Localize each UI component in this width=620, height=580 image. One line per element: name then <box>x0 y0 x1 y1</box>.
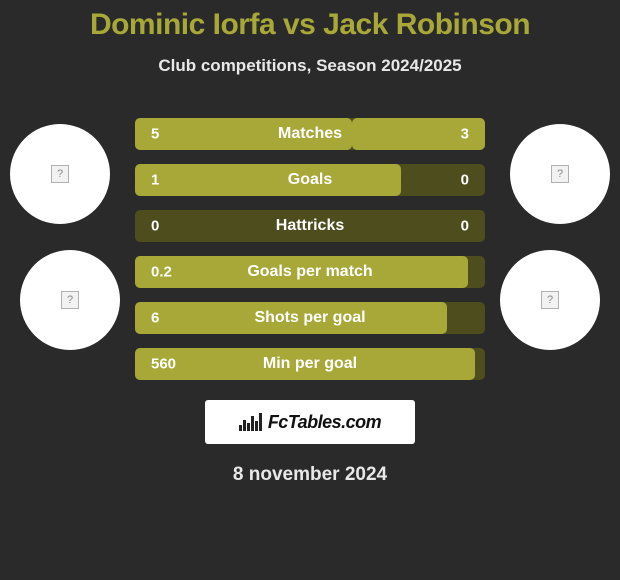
stat-value-left: 560 <box>151 356 176 373</box>
stat-metric-label: Min per goal <box>263 355 357 373</box>
stat-row: 6 Shots per goal <box>135 302 485 334</box>
stat-metric-label: Hattricks <box>276 217 344 235</box>
stat-value-right: 0 <box>461 218 469 235</box>
stat-value-right: 0 <box>461 172 469 189</box>
stat-metric-label: Shots per goal <box>254 309 365 327</box>
fctables-logo: FcTables.com <box>205 400 415 444</box>
logo-bars-icon <box>239 413 262 431</box>
stat-row: 560 Min per goal <box>135 348 485 380</box>
player-avatar-right-top: ? <box>510 124 610 224</box>
stat-value-left: 5 <box>151 126 159 143</box>
stats-rows: 5 Matches 3 1 Goals 0 0 Hattricks 0 0.2 Goals per … <box>135 118 485 380</box>
image-placeholder-icon: ? <box>61 291 79 309</box>
stat-metric-label: Goals per match <box>247 263 372 281</box>
comparison-title: Dominic Iorfa vs Jack Robinson <box>0 8 620 42</box>
player-avatar-left-top: ? <box>10 124 110 224</box>
stat-row: 5 Matches 3 <box>135 118 485 150</box>
stat-bar-left <box>135 164 401 196</box>
stat-row: 0 Hattricks 0 <box>135 210 485 242</box>
comparison-subtitle: Club competitions, Season 2024/2025 <box>0 56 620 76</box>
stat-row: 1 Goals 0 <box>135 164 485 196</box>
image-placeholder-icon: ? <box>551 165 569 183</box>
image-placeholder-icon: ? <box>51 165 69 183</box>
stat-row: 0.2 Goals per match <box>135 256 485 288</box>
player-team-left: ? <box>20 250 120 350</box>
stat-value-right: 3 <box>461 126 469 143</box>
stat-value-left: 6 <box>151 310 159 327</box>
logo-text: FcTables.com <box>268 412 381 433</box>
player-team-right: ? <box>500 250 600 350</box>
stat-value-left: 1 <box>151 172 159 189</box>
stat-value-left: 0 <box>151 218 159 235</box>
stat-metric-label: Matches <box>278 125 342 143</box>
stat-value-left: 0.2 <box>151 264 172 281</box>
report-date: 8 november 2024 <box>0 464 620 486</box>
stat-metric-label: Goals <box>288 171 332 189</box>
image-placeholder-icon: ? <box>541 291 559 309</box>
